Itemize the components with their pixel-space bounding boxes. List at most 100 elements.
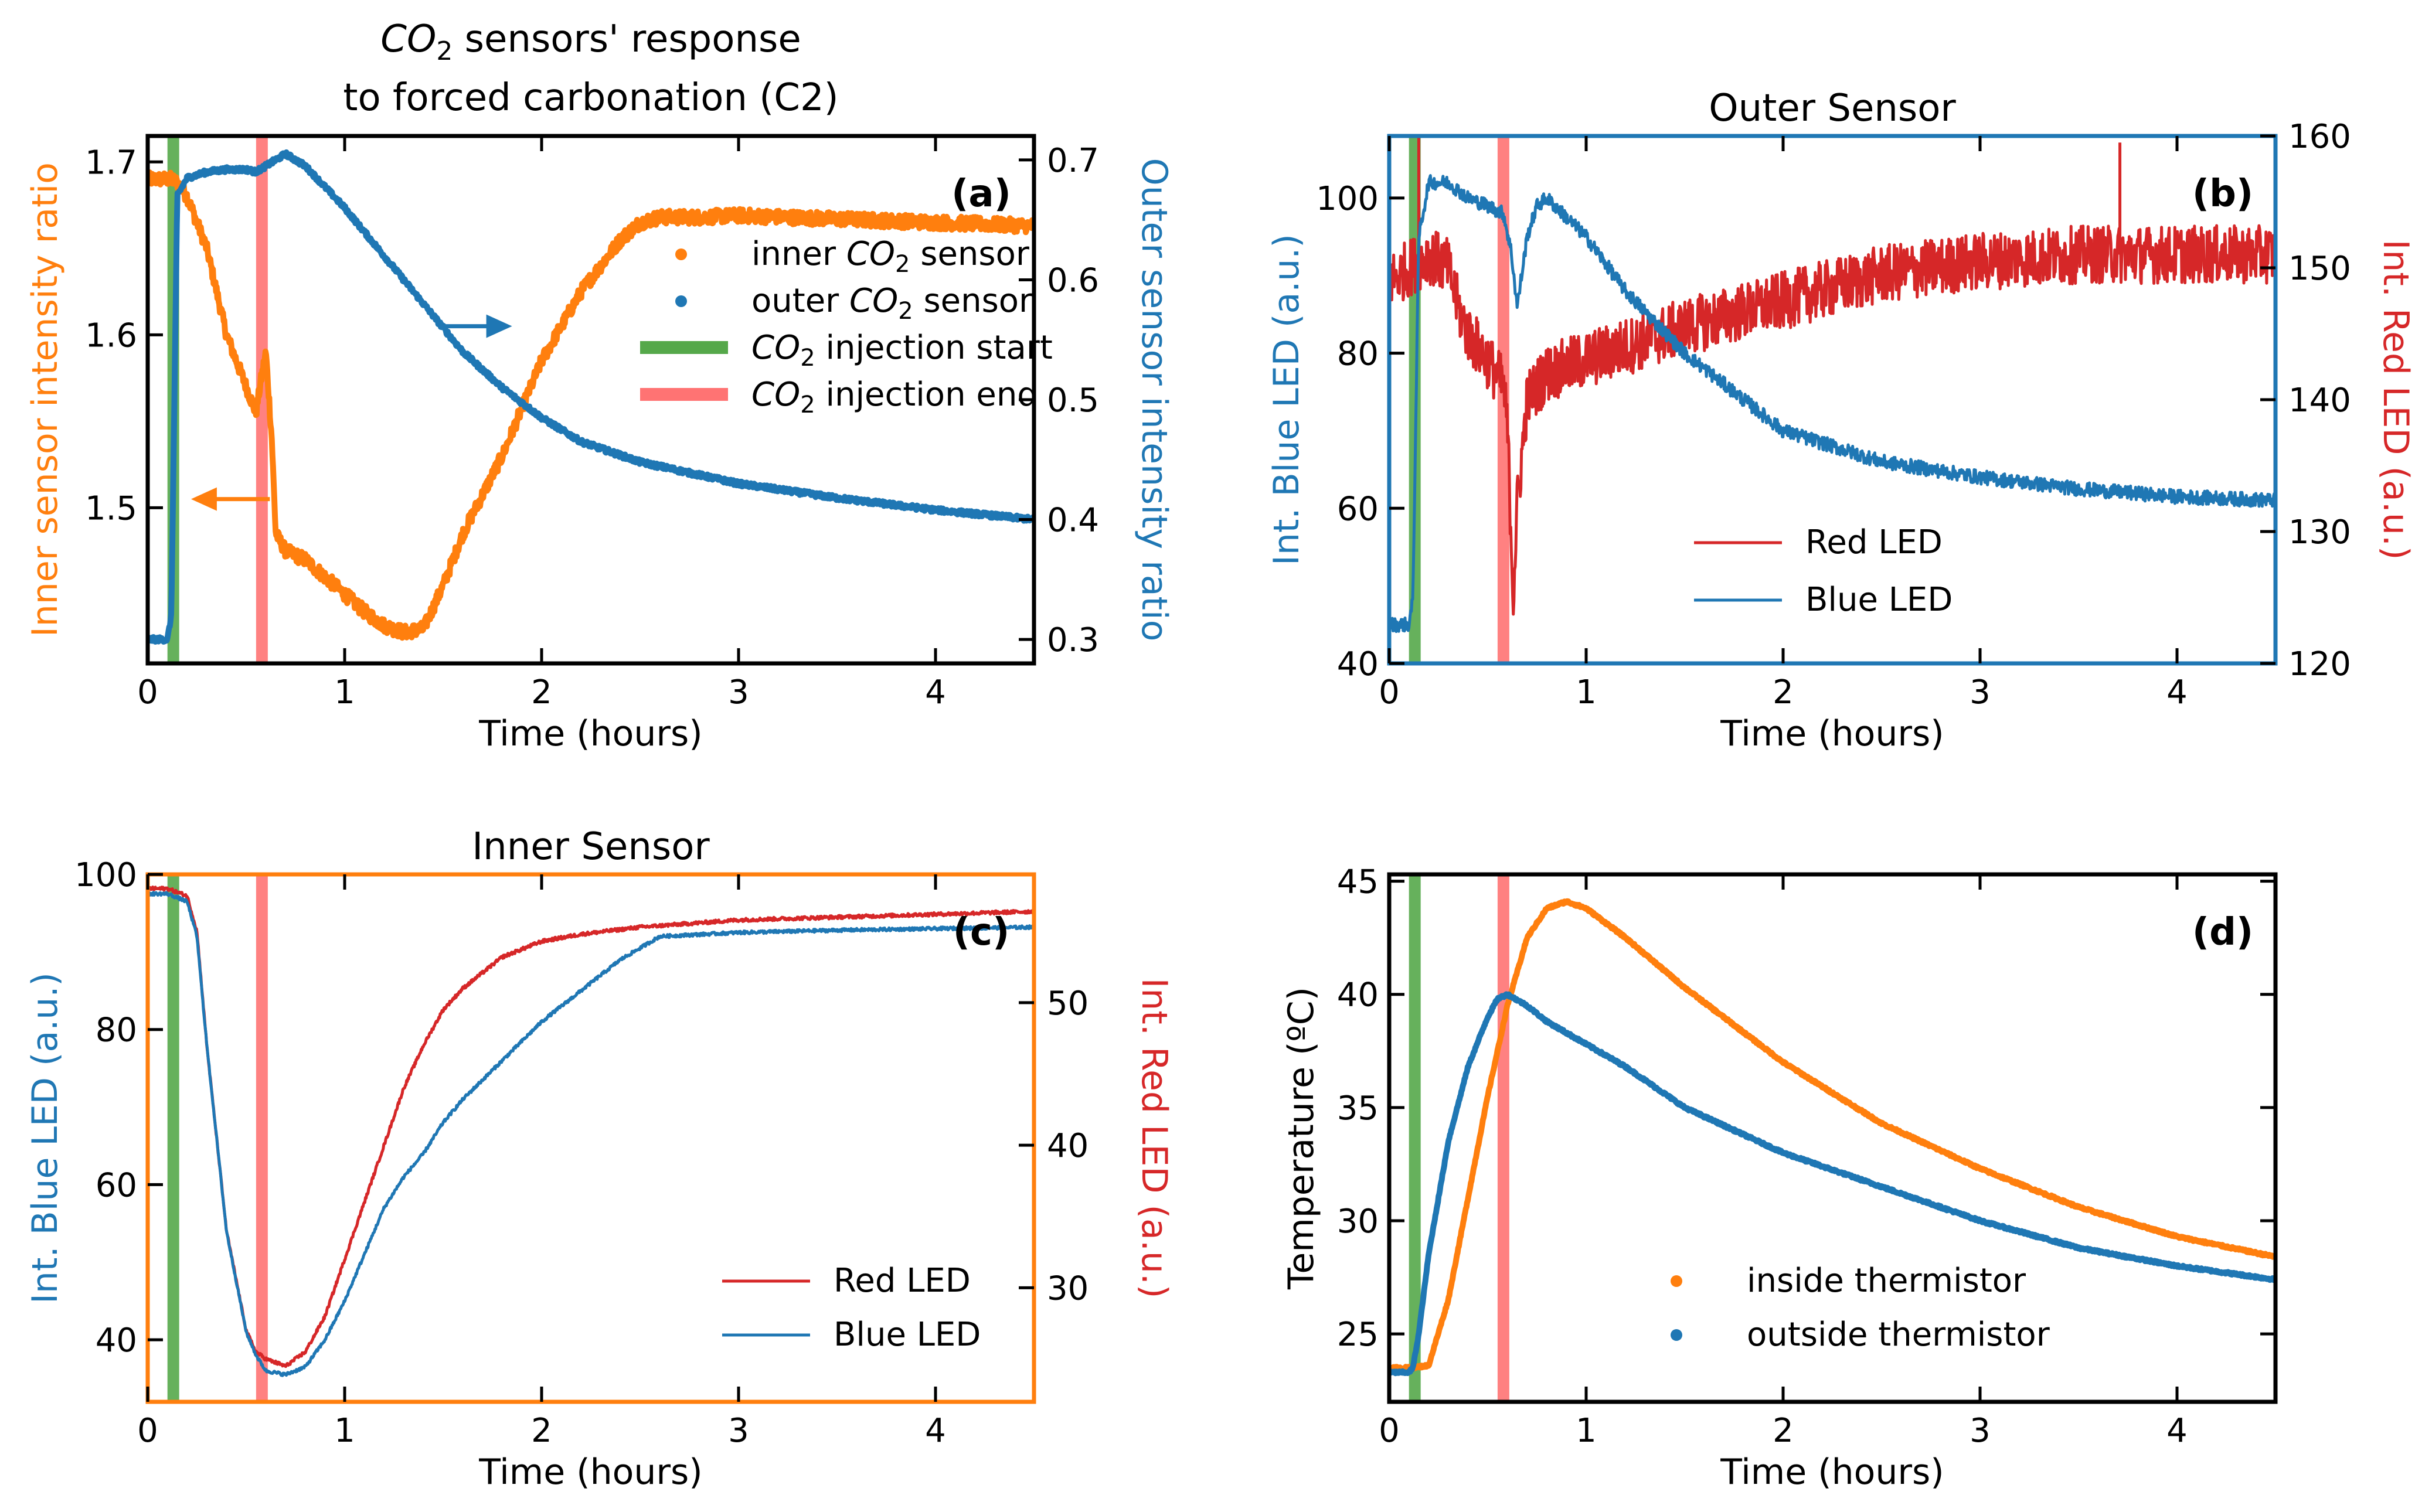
legend-marker-a (675, 295, 687, 307)
x-axis-label-b: Time (hours) (1720, 713, 1944, 754)
x-axis-label-d: Time (hours) (1720, 1452, 1944, 1493)
y-tick-label-left-a: 1.7 (85, 144, 137, 182)
legend-label-c: Red LED (834, 1262, 971, 1300)
x-tick-label-d: 3 (1970, 1412, 1991, 1450)
x-tick-label-c: 4 (925, 1412, 946, 1450)
y-axis-label-right-a: Outer sensor intensity ratio (1134, 158, 1175, 642)
y-tick-label-left-d: 35 (1337, 1089, 1379, 1128)
legend-label-b: Blue LED (1805, 581, 1953, 619)
panel-a: 0 1 2 3 4 1.5 1.6 1.7 0.3 0.4 0.5 0.6 0.7 Time (hours… (25, 18, 1175, 754)
y-tick-label-right-b: 140 (2288, 382, 2351, 420)
y-tick-label-right-a: 0.3 (1047, 621, 1099, 659)
title-chem-a: CO (380, 18, 436, 61)
series-b-red-led (1389, 224, 2275, 616)
plot-area-a (148, 136, 1034, 663)
x-axis-label-c: Time (hours) (478, 1452, 702, 1493)
y-tick-label-right-b: 120 (2288, 645, 2351, 683)
y-axis-label-left-a: Inner sensor intensity ratio (25, 162, 66, 637)
series-a-inner-co2-sensor (148, 169, 1034, 641)
x-tick-label-c: 3 (728, 1412, 749, 1450)
frame-d (1387, 872, 2278, 1404)
x-tick-label-d: 2 (1773, 1412, 1794, 1450)
title-line1-a: CO2 sensors' response (380, 18, 801, 66)
annotation-arrowhead-left (191, 487, 217, 511)
y-tick-label-right-a: 0.4 (1047, 502, 1099, 540)
panel-label-a: (a) (951, 172, 1011, 216)
plot-area-b (1389, 136, 2275, 663)
y-axis-label-right-b: Int. Red LED (a.u.) (2375, 240, 2415, 560)
y-tick-label-left-b: 40 (1337, 645, 1379, 683)
x-tick-label-b: 2 (1773, 673, 1794, 711)
y-tick-label-right-c: 50 (1047, 985, 1089, 1023)
y-tick-label-right-c: 40 (1047, 1127, 1089, 1165)
injection-start-band-d (1409, 874, 1421, 1402)
y-tick-label-right-a: 0.5 (1047, 382, 1099, 420)
x-tick-label-c: 2 (531, 1412, 552, 1450)
injection-end-band-c (256, 874, 268, 1402)
y-tick-label-right-b: 150 (2288, 250, 2351, 288)
panel-d: 0 1 2 3 4 25 30 35 40 45 Time (hours) Temperature (… (1281, 863, 2278, 1493)
legend-marker-d (1671, 1329, 1682, 1341)
legend-marker-a (675, 248, 687, 260)
annotation-arrowhead-right (486, 314, 512, 338)
y-tick-label-left-d: 40 (1337, 976, 1379, 1014)
series-d-outside-thermistor (1389, 991, 2275, 1377)
x-tick-label-c: 1 (334, 1412, 355, 1450)
y-tick-label-left-c: 60 (96, 1166, 137, 1204)
legend-label-a: CO2 injection end (751, 376, 1038, 418)
y-tick-label-left-b: 100 (1316, 180, 1379, 218)
y-tick-label-left-d: 30 (1337, 1203, 1379, 1241)
x-tick-label-b: 0 (1379, 673, 1400, 711)
plot-area-d (1389, 874, 2275, 1402)
legend-label-a: inner CO2 sensor (751, 235, 1030, 278)
x-tick-label-a: 4 (925, 673, 946, 711)
x-tick-label-a: 1 (334, 673, 355, 711)
x-tick-label-c: 0 (137, 1412, 158, 1450)
legend-label-a: outer CO2 sensor (751, 282, 1033, 325)
injection-end-band-a (256, 136, 268, 663)
y-tick-label-right-a: 0.6 (1047, 261, 1099, 299)
panel-label-d: (d) (2192, 911, 2253, 954)
y-axis-label-right-c: Int. Red LED (a.u.) (1134, 978, 1175, 1299)
y-tick-label-left-d: 45 (1337, 863, 1379, 901)
title-line2-a: to forced carbonation (C2) (343, 76, 838, 120)
y-tick-label-left-c: 40 (96, 1322, 137, 1360)
x-tick-label-a: 0 (137, 673, 158, 711)
y-tick-label-right-b: 130 (2288, 513, 2351, 551)
panel-b: 0 1 2 3 4 40 60 80 100 120 130 140 150 160 Time (hours… (1266, 87, 2415, 754)
series-c-blue-led (148, 891, 1034, 1377)
y-tick-label-left-a: 1.6 (85, 316, 137, 355)
legend-marker-d (1671, 1275, 1682, 1287)
y-tick-label-left-b: 80 (1337, 335, 1379, 373)
legend-swatch-a (640, 388, 728, 401)
title-rest-a: sensors' response (453, 18, 801, 61)
x-tick-label-b: 1 (1576, 673, 1597, 711)
y-tick-label-right-b: 160 (2288, 118, 2351, 156)
x-tick-label-d: 4 (2166, 1412, 2188, 1450)
y-tick-label-left-a: 1.5 (85, 489, 137, 527)
legend-label-a: CO2 injection start (751, 329, 1053, 372)
y-tick-label-right-a: 0.7 (1047, 142, 1099, 180)
injection-end-band-d (1497, 874, 1509, 1402)
y-tick-label-right-c: 30 (1047, 1269, 1089, 1307)
title-sub-a: 2 (436, 36, 453, 66)
x-tick-label-d: 1 (1576, 1412, 1597, 1450)
plot-area-c (148, 874, 1034, 1402)
y-tick-label-left-b: 60 (1337, 490, 1379, 528)
injection-start-band-c (167, 874, 179, 1402)
panel-label-b: (b) (2192, 172, 2253, 216)
title-b: Outer Sensor (1709, 87, 1956, 130)
series-d-inside-thermistor (1389, 898, 2275, 1372)
panel-label-c: (c) (953, 911, 1009, 954)
legend-label-c: Blue LED (834, 1316, 981, 1354)
x-tick-label-a: 3 (728, 673, 749, 711)
y-tick-label-left-c: 80 (96, 1012, 137, 1050)
legend-label-b: Red LED (1805, 523, 1943, 561)
y-tick-label-left-c: 100 (74, 856, 137, 894)
panel-c: 0 1 2 3 4 40 60 80 100 30 40 50 Time (hours) Int. Blu… (25, 825, 1175, 1493)
title-c: Inner Sensor (472, 825, 710, 869)
x-axis-label-a: Time (hours) (478, 713, 702, 754)
series-b-blue-led (1389, 174, 2275, 634)
y-axis-label-left-b: Int. Blue LED (a.u.) (1266, 234, 1307, 566)
